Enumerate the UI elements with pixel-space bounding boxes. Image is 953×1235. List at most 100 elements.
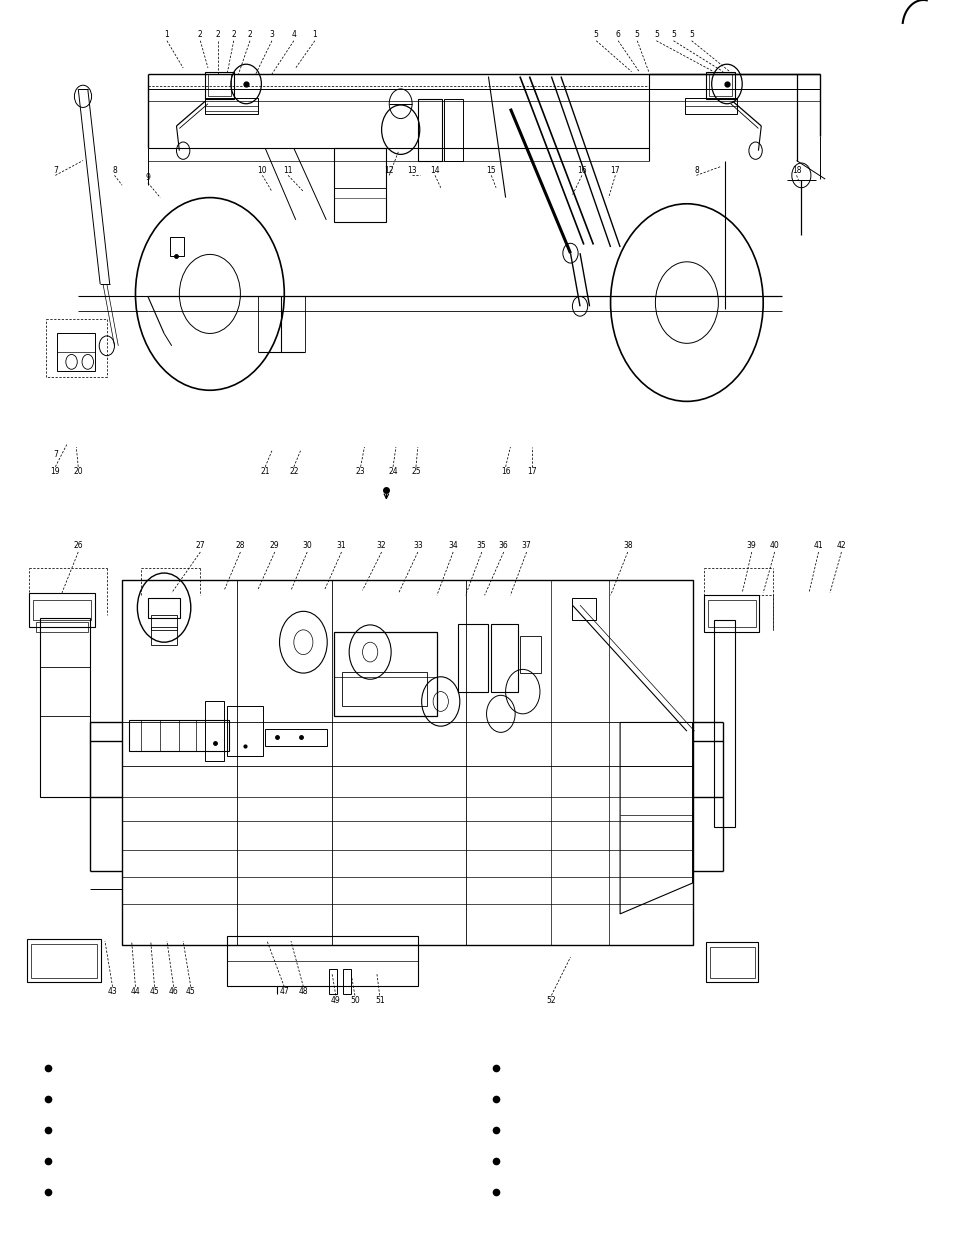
Text: 27: 27 (195, 541, 205, 551)
Text: 26: 26 (73, 541, 83, 551)
Bar (491, 624, 517, 692)
Bar (334, 632, 436, 716)
Text: 1: 1 (165, 30, 169, 40)
Text: 5: 5 (653, 30, 659, 40)
Bar (341, 672, 427, 706)
Bar (151, 615, 177, 630)
Bar (227, 706, 263, 756)
Text: 47: 47 (279, 987, 289, 997)
Bar (417, 99, 441, 161)
Text: 45: 45 (150, 987, 159, 997)
Bar (122, 580, 692, 945)
Bar (334, 188, 386, 198)
Bar (40, 618, 90, 797)
Text: 13: 13 (407, 165, 416, 175)
Text: 42: 42 (836, 541, 845, 551)
Text: 30: 30 (302, 541, 312, 551)
Text: 12: 12 (384, 165, 394, 175)
Bar (151, 627, 177, 645)
Text: 20: 20 (73, 467, 83, 477)
Text: 41: 41 (813, 541, 822, 551)
Text: 29: 29 (270, 541, 279, 551)
Bar (709, 947, 754, 978)
Text: 25: 25 (411, 467, 420, 477)
Text: 5: 5 (688, 30, 694, 40)
Text: 5: 5 (593, 30, 598, 40)
Text: 35: 35 (476, 541, 486, 551)
Text: 5: 5 (634, 30, 639, 40)
Text: 36: 36 (498, 541, 508, 551)
Bar (519, 636, 540, 673)
Bar (707, 600, 755, 627)
Text: 23: 23 (355, 467, 365, 477)
Bar (129, 720, 229, 751)
Bar (205, 98, 257, 114)
Text: 17: 17 (527, 467, 537, 477)
Text: 18: 18 (791, 165, 801, 175)
Text: 4: 4 (291, 30, 296, 40)
Text: 2: 2 (198, 30, 202, 40)
Text: 31: 31 (336, 541, 346, 551)
Text: 8: 8 (694, 165, 698, 175)
Text: 8: 8 (112, 165, 116, 175)
Text: 16: 16 (577, 165, 586, 175)
Bar (205, 701, 224, 761)
Text: 2: 2 (248, 30, 252, 40)
Text: 28: 28 (235, 541, 245, 551)
Text: 2: 2 (215, 30, 219, 40)
Bar (457, 624, 488, 692)
Bar (703, 595, 759, 632)
Text: 19: 19 (51, 467, 60, 477)
Bar (170, 237, 184, 256)
Text: 37: 37 (521, 541, 531, 551)
Bar (205, 72, 233, 99)
Text: 16: 16 (500, 467, 510, 477)
Text: 32: 32 (376, 541, 386, 551)
Bar (572, 598, 596, 620)
Bar (713, 620, 734, 827)
Bar (57, 333, 95, 370)
Bar (148, 598, 180, 618)
Bar (33, 600, 91, 620)
Text: 52: 52 (546, 995, 556, 1005)
Bar (343, 969, 351, 994)
Text: 14: 14 (430, 165, 439, 175)
Bar (705, 942, 758, 982)
Text: 43: 43 (108, 987, 117, 997)
Text: 17: 17 (610, 165, 619, 175)
Text: 39: 39 (746, 541, 756, 551)
Bar (705, 72, 734, 99)
Bar (708, 74, 731, 96)
Text: 22: 22 (289, 467, 298, 477)
Text: 33: 33 (413, 541, 422, 551)
Text: 38: 38 (622, 541, 632, 551)
Text: 6: 6 (615, 30, 620, 40)
Text: 7: 7 (52, 165, 58, 175)
Text: 46: 46 (169, 987, 178, 997)
Bar (30, 944, 97, 978)
Text: 3: 3 (269, 30, 274, 40)
Text: 1: 1 (313, 30, 316, 40)
Text: 34: 34 (448, 541, 457, 551)
Bar (329, 969, 336, 994)
Bar (684, 98, 737, 114)
Bar (334, 148, 386, 222)
Text: 11: 11 (283, 165, 293, 175)
Text: 51: 51 (375, 995, 384, 1005)
Text: 10: 10 (257, 165, 267, 175)
Text: 7: 7 (52, 450, 58, 459)
Text: 2: 2 (232, 30, 235, 40)
Text: 45: 45 (186, 987, 195, 997)
Text: 15: 15 (486, 165, 496, 175)
Bar (443, 99, 462, 161)
Text: 49: 49 (331, 995, 340, 1005)
Text: 21: 21 (260, 467, 270, 477)
Text: 24: 24 (388, 467, 397, 477)
Bar (227, 936, 417, 986)
Bar (36, 622, 88, 632)
Text: 9: 9 (145, 173, 151, 183)
Bar (27, 939, 101, 982)
Bar (29, 593, 95, 627)
Text: 50: 50 (350, 995, 359, 1005)
Text: 40: 40 (769, 541, 779, 551)
